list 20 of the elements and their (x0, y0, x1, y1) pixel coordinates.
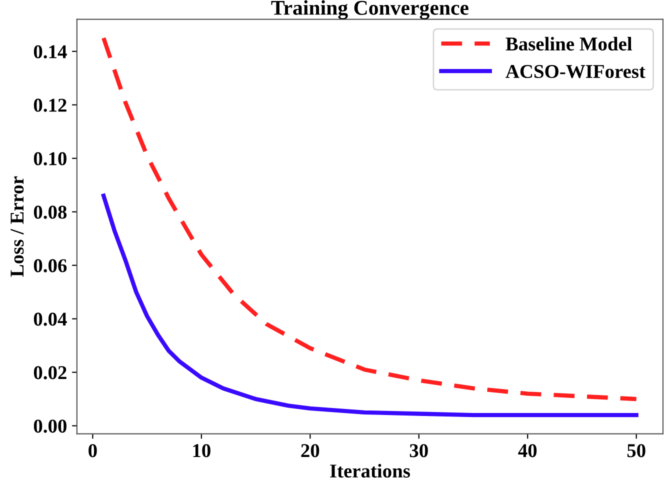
x-tick-label: 30 (410, 444, 428, 458)
y-tick-label: 0.14 (34, 45, 67, 58)
x-tick-label: 10 (193, 444, 210, 458)
line-series (101, 194, 638, 418)
x-axis-title: Iterations (330, 464, 410, 478)
chart-title: Training Convergence (271, 0, 468, 20)
x-tick-label: 50 (627, 444, 646, 458)
y-tick-label: 0.08 (34, 206, 67, 219)
y-tick-label: 0.00 (34, 420, 66, 433)
y-tick-label: 0.06 (34, 259, 67, 272)
x-tick-label: 0 (88, 444, 97, 458)
y-tick-label: 0.04 (34, 312, 67, 326)
y-tick-label: 0.12 (34, 98, 66, 112)
x-tick-label: 40 (518, 444, 537, 458)
x-tick-label: 20 (301, 444, 320, 458)
y-axis-title: Loss / Error (10, 176, 24, 277)
legend-label: ACSO-WIForest (506, 64, 646, 78)
y-tick-label: 0.10 (34, 152, 66, 166)
legend-label: Baseline Model (506, 36, 632, 51)
y-tick-label: 0.02 (34, 366, 66, 380)
